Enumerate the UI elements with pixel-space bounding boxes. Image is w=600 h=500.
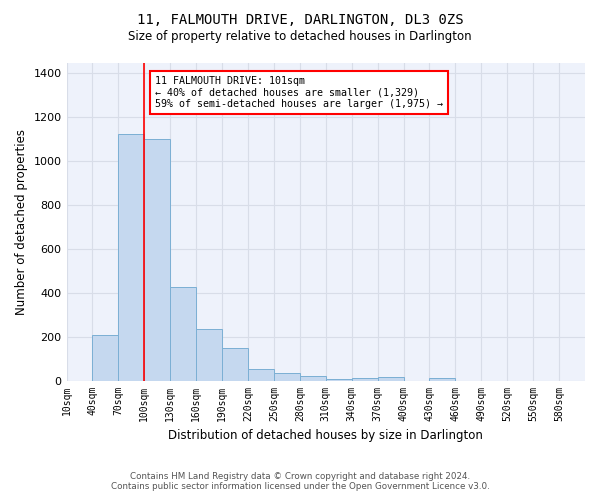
Bar: [377, 377, 404, 381]
Bar: [196, 330, 222, 381]
Y-axis label: Number of detached properties: Number of detached properties: [15, 129, 28, 315]
Text: Size of property relative to detached houses in Darlington: Size of property relative to detached ho…: [128, 30, 472, 43]
Bar: [92, 335, 118, 381]
Bar: [118, 134, 145, 381]
Bar: [145, 140, 170, 381]
Bar: [222, 348, 248, 381]
Bar: [326, 379, 352, 381]
Bar: [274, 372, 300, 381]
X-axis label: Distribution of detached houses by size in Darlington: Distribution of detached houses by size …: [169, 430, 483, 442]
Text: 11 FALMOUTH DRIVE: 101sqm
← 40% of detached houses are smaller (1,329)
59% of se: 11 FALMOUTH DRIVE: 101sqm ← 40% of detac…: [155, 76, 443, 109]
Bar: [300, 376, 326, 381]
Bar: [248, 369, 274, 381]
Bar: [170, 286, 196, 381]
Bar: [352, 378, 377, 381]
Text: Contains HM Land Registry data © Crown copyright and database right 2024.
Contai: Contains HM Land Registry data © Crown c…: [110, 472, 490, 491]
Text: 11, FALMOUTH DRIVE, DARLINGTON, DL3 0ZS: 11, FALMOUTH DRIVE, DARLINGTON, DL3 0ZS: [137, 12, 463, 26]
Bar: [430, 378, 455, 381]
